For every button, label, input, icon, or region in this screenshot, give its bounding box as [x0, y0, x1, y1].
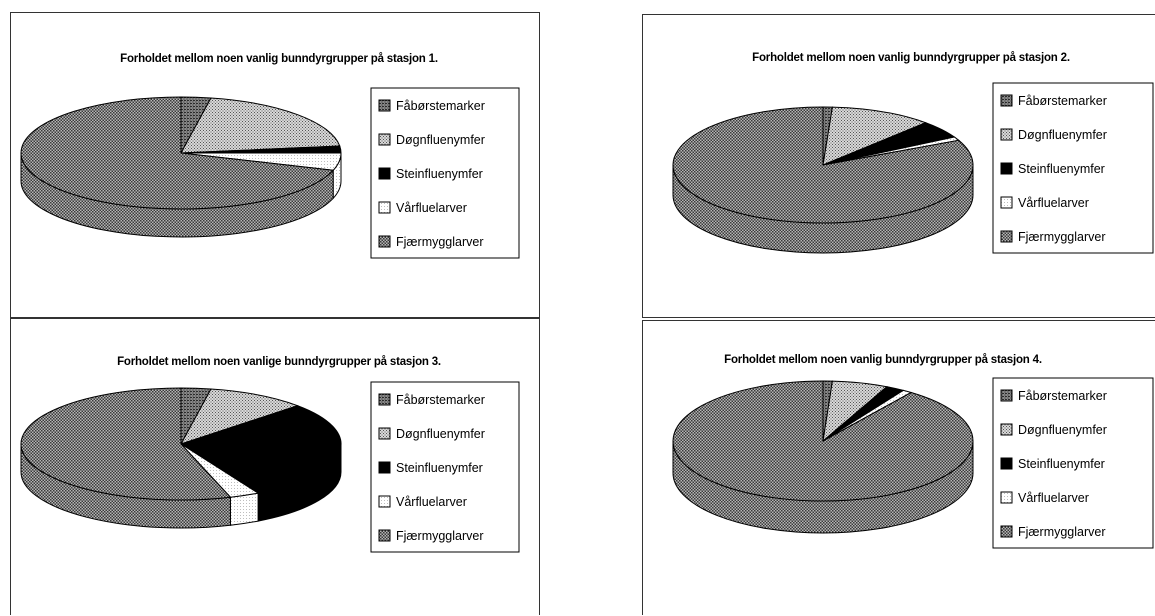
legend-label-fjaermygglarver: Fjærmygglarver: [1018, 525, 1106, 539]
legend-swatch-fjaermygglarver: [378, 529, 391, 542]
legend-swatch-varfluelarver: [1000, 196, 1013, 209]
legend-label-faborstemarker: Fåbørstemarker: [1018, 389, 1107, 403]
legend-label-faborstemarker: Fåbørstemarker: [1018, 94, 1107, 108]
legend-swatch-fjaermygglarver: [1000, 525, 1013, 538]
pie-slice-fjaermygglarver: [20, 96, 335, 210]
pie-chart-svg: Forholdet mellom noen vanlig bunndyrgrup…: [672, 52, 1154, 254]
legend-box: [370, 87, 520, 259]
chart-panel-station-3: Forholdet mellom noen vanlige bunndyrgru…: [10, 318, 540, 615]
pie-slice-steinfluenymfer: [179, 405, 342, 494]
legend-label-varfluelarver: Vårfluelarver: [1018, 196, 1089, 210]
pie-slice-fjaermygglarver: [672, 106, 974, 224]
legend-label-faborstemarker: Fåbørstemarker: [396, 393, 485, 407]
legend-swatch-fjaermygglarver: [378, 235, 391, 248]
legend-swatch-dognfluenymfer: [378, 133, 391, 146]
chart-panel-station-2: Forholdet mellom noen vanlig bunndyrgrup…: [642, 14, 1155, 318]
legend-label-fjaermygglarver: Fjærmygglarver: [396, 529, 484, 543]
legend-label-faborstemarker: Fåbørstemarker: [396, 99, 485, 113]
legend-label-dognfluenymfer: Døgnfluenymfer: [396, 427, 485, 441]
legend-label-fjaermygglarver: Fjærmygglarver: [1018, 230, 1106, 244]
legend-label-dognfluenymfer: Døgnfluenymfer: [1018, 423, 1107, 437]
legend-swatch-faborstemarker: [378, 99, 391, 112]
chart-title: Forholdet mellom noen vanlig bunndyrgrup…: [120, 53, 438, 65]
legend-box: [992, 82, 1154, 254]
chart-legend: Fåbørstemarker Døgnfluenymfer Steinfluenym…: [370, 381, 520, 553]
legend-swatch-fjaermygglarver: [1000, 230, 1013, 243]
legend-label-steinfluenymfer: Steinfluenymfer: [1018, 457, 1105, 471]
legend-swatch-steinfluenymfer: [378, 167, 391, 180]
legend-swatch-steinfluenymfer: [378, 461, 391, 474]
legend-label-dognfluenymfer: Døgnfluenymfer: [396, 133, 485, 147]
legend-swatch-steinfluenymfer: [1000, 162, 1013, 175]
chart-title: Forholdet mellom noen vanlig bunndyrgrup…: [724, 354, 1042, 366]
legend-label-varfluelarver: Vårfluelarver: [396, 201, 467, 215]
legend-label-varfluelarver: Vårfluelarver: [1018, 491, 1089, 505]
legend-swatch-dognfluenymfer: [378, 427, 391, 440]
legend-swatch-steinfluenymfer: [1000, 457, 1013, 470]
legend-label-steinfluenymfer: Steinfluenymfer: [396, 461, 483, 475]
pie-chart-svg: Forholdet mellom noen vanlige bunndyrgru…: [20, 356, 520, 553]
legend-label-steinfluenymfer: Steinfluenymfer: [1018, 162, 1105, 176]
legend-swatch-faborstemarker: [378, 393, 391, 406]
legend-box: [992, 377, 1154, 549]
chart-panel-station-1: Forholdet mellom noen vanlig bunndyrgrup…: [10, 12, 540, 318]
pie-slice-fjaermygglarver: [672, 380, 974, 502]
legend-swatch-varfluelarver: [1000, 491, 1013, 504]
legend-swatch-faborstemarker: [1000, 94, 1013, 107]
pie-chart-svg: Forholdet mellom noen vanlig bunndyrgrup…: [672, 354, 1154, 549]
legend-swatch-dognfluenymfer: [1000, 423, 1013, 436]
pie-slice-dognfluenymfer: [180, 97, 341, 154]
legend-label-varfluelarver: Vårfluelarver: [396, 495, 467, 509]
chart-title: Forholdet mellom noen vanlige bunndyrgru…: [117, 356, 441, 368]
pie-side-varfluelarver: [229, 492, 259, 526]
legend-box: [370, 381, 520, 553]
legend-swatch-varfluelarver: [378, 495, 391, 508]
chart-panel-station-4: Forholdet mellom noen vanlig bunndyrgrup…: [642, 320, 1155, 615]
chart-legend: Fåbørstemarker Døgnfluenymfer Steinfluenym…: [992, 82, 1154, 254]
legend-swatch-faborstemarker: [1000, 389, 1013, 402]
legend-swatch-dognfluenymfer: [1000, 128, 1013, 141]
chart-title: Forholdet mellom noen vanlig bunndyrgrup…: [752, 52, 1070, 64]
legend-label-dognfluenymfer: Døgnfluenymfer: [1018, 128, 1107, 142]
legend-swatch-varfluelarver: [378, 201, 391, 214]
pie-slice-dognfluenymfer: [179, 388, 300, 445]
pie-slice-fjaermygglarver: [20, 387, 232, 501]
chart-legend: Fåbørstemarker Døgnfluenymfer Steinfluenym…: [992, 377, 1154, 549]
legend-label-steinfluenymfer: Steinfluenymfer: [396, 167, 483, 181]
chart-legend: Fåbørstemarker Døgnfluenymfer Steinfluenym…: [370, 87, 520, 259]
pie-chart-svg: Forholdet mellom noen vanlig bunndyrgrup…: [20, 53, 520, 259]
legend-label-fjaermygglarver: Fjærmygglarver: [396, 235, 484, 249]
pie-slice-dognfluenymfer: [822, 106, 928, 166]
